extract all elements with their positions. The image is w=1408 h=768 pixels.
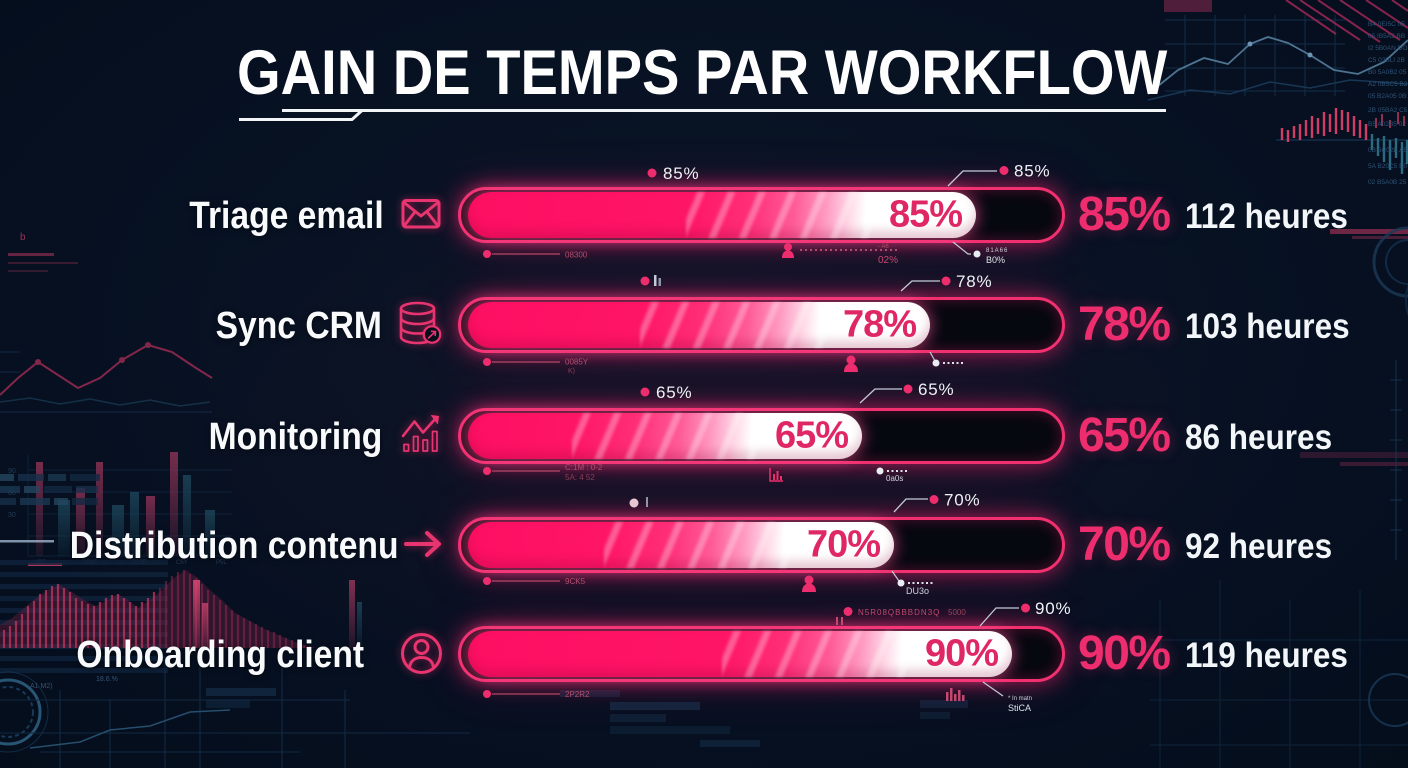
svg-text:85%: 85% [1014, 162, 1050, 181]
svg-text:I2 5B0AN DO: I2 5B0AN DO [1368, 45, 1407, 52]
svg-text:02 B5A0B 25: 02 B5A0B 25 [1368, 179, 1407, 186]
svg-text:P5L: P5L [216, 560, 227, 566]
svg-text:* In matn: * In matn [1008, 696, 1032, 702]
svg-text:60: 60 [8, 490, 16, 497]
svg-text:30: 30 [8, 512, 16, 519]
svg-text:N5R08QBBBDN3Q: N5R08QBBBDN3Q [858, 608, 940, 617]
svg-text:2B 05BA2 C5: 2B 05BA2 C5 [1368, 107, 1408, 114]
svg-text:70%: 70% [944, 491, 980, 510]
svg-text:- A6: - A6 [878, 244, 889, 250]
svg-text:b: b [20, 232, 26, 243]
svg-text:K): K) [568, 368, 575, 375]
svg-text:C6Y: C6Y [176, 560, 188, 566]
svg-text:65%: 65% [656, 383, 692, 402]
svg-text:81A66: 81A66 [986, 248, 1008, 254]
svg-text:0a0s: 0a0s [886, 474, 903, 483]
svg-text:05 IB5A2 BB: 05 IB5A2 BB [1368, 33, 1405, 40]
svg-text:0B 5C02B A5: 0B 5C02B A5 [1368, 147, 1407, 154]
svg-text:B0%: B0% [986, 255, 1005, 265]
svg-text:A1 M2): A1 M2) [30, 683, 53, 690]
svg-text:05 B2A05 0B: 05 B2A05 0B [1368, 93, 1406, 100]
svg-text:0085Y: 0085Y [565, 358, 589, 367]
svg-text:2P2R2: 2P2R2 [565, 690, 590, 699]
svg-text:9CK5: 9CK5 [565, 577, 586, 586]
svg-text:90: 90 [8, 468, 16, 475]
svg-text:B4 0EI5C 05: B4 0EI5C 05 [1368, 21, 1405, 28]
svg-text:C:1M : 0-2: C:1M : 0-2 [565, 463, 603, 472]
svg-text:DU3o: DU3o [906, 586, 929, 596]
svg-text:C5 02BLI 2B: C5 02BLI 2B [1368, 57, 1405, 64]
svg-text:5A B20C5 B0: 5A B20C5 B0 [1368, 163, 1407, 170]
svg-text:B0 5A0B2 05: B0 5A0B2 05 [1368, 69, 1407, 76]
svg-text:5A: 4 52: 5A: 4 52 [565, 473, 595, 482]
svg-text:78%: 78% [956, 272, 992, 291]
svg-text:18.6.%: 18.6.% [96, 676, 118, 683]
svg-text:StiCA: StiCA [1008, 703, 1031, 713]
svg-text:A2 0B5C5 B2: A2 0B5C5 B2 [1368, 81, 1408, 88]
svg-text:02%: 02% [878, 255, 898, 266]
svg-text:90%: 90% [1035, 599, 1071, 618]
svg-text:B5 A02B5 02: B5 A02B5 02 [1368, 121, 1406, 128]
svg-text:08300: 08300 [565, 251, 588, 260]
svg-text:5000: 5000 [948, 608, 966, 617]
svg-text:85%: 85% [663, 164, 699, 183]
svg-text:65%: 65% [918, 380, 954, 399]
